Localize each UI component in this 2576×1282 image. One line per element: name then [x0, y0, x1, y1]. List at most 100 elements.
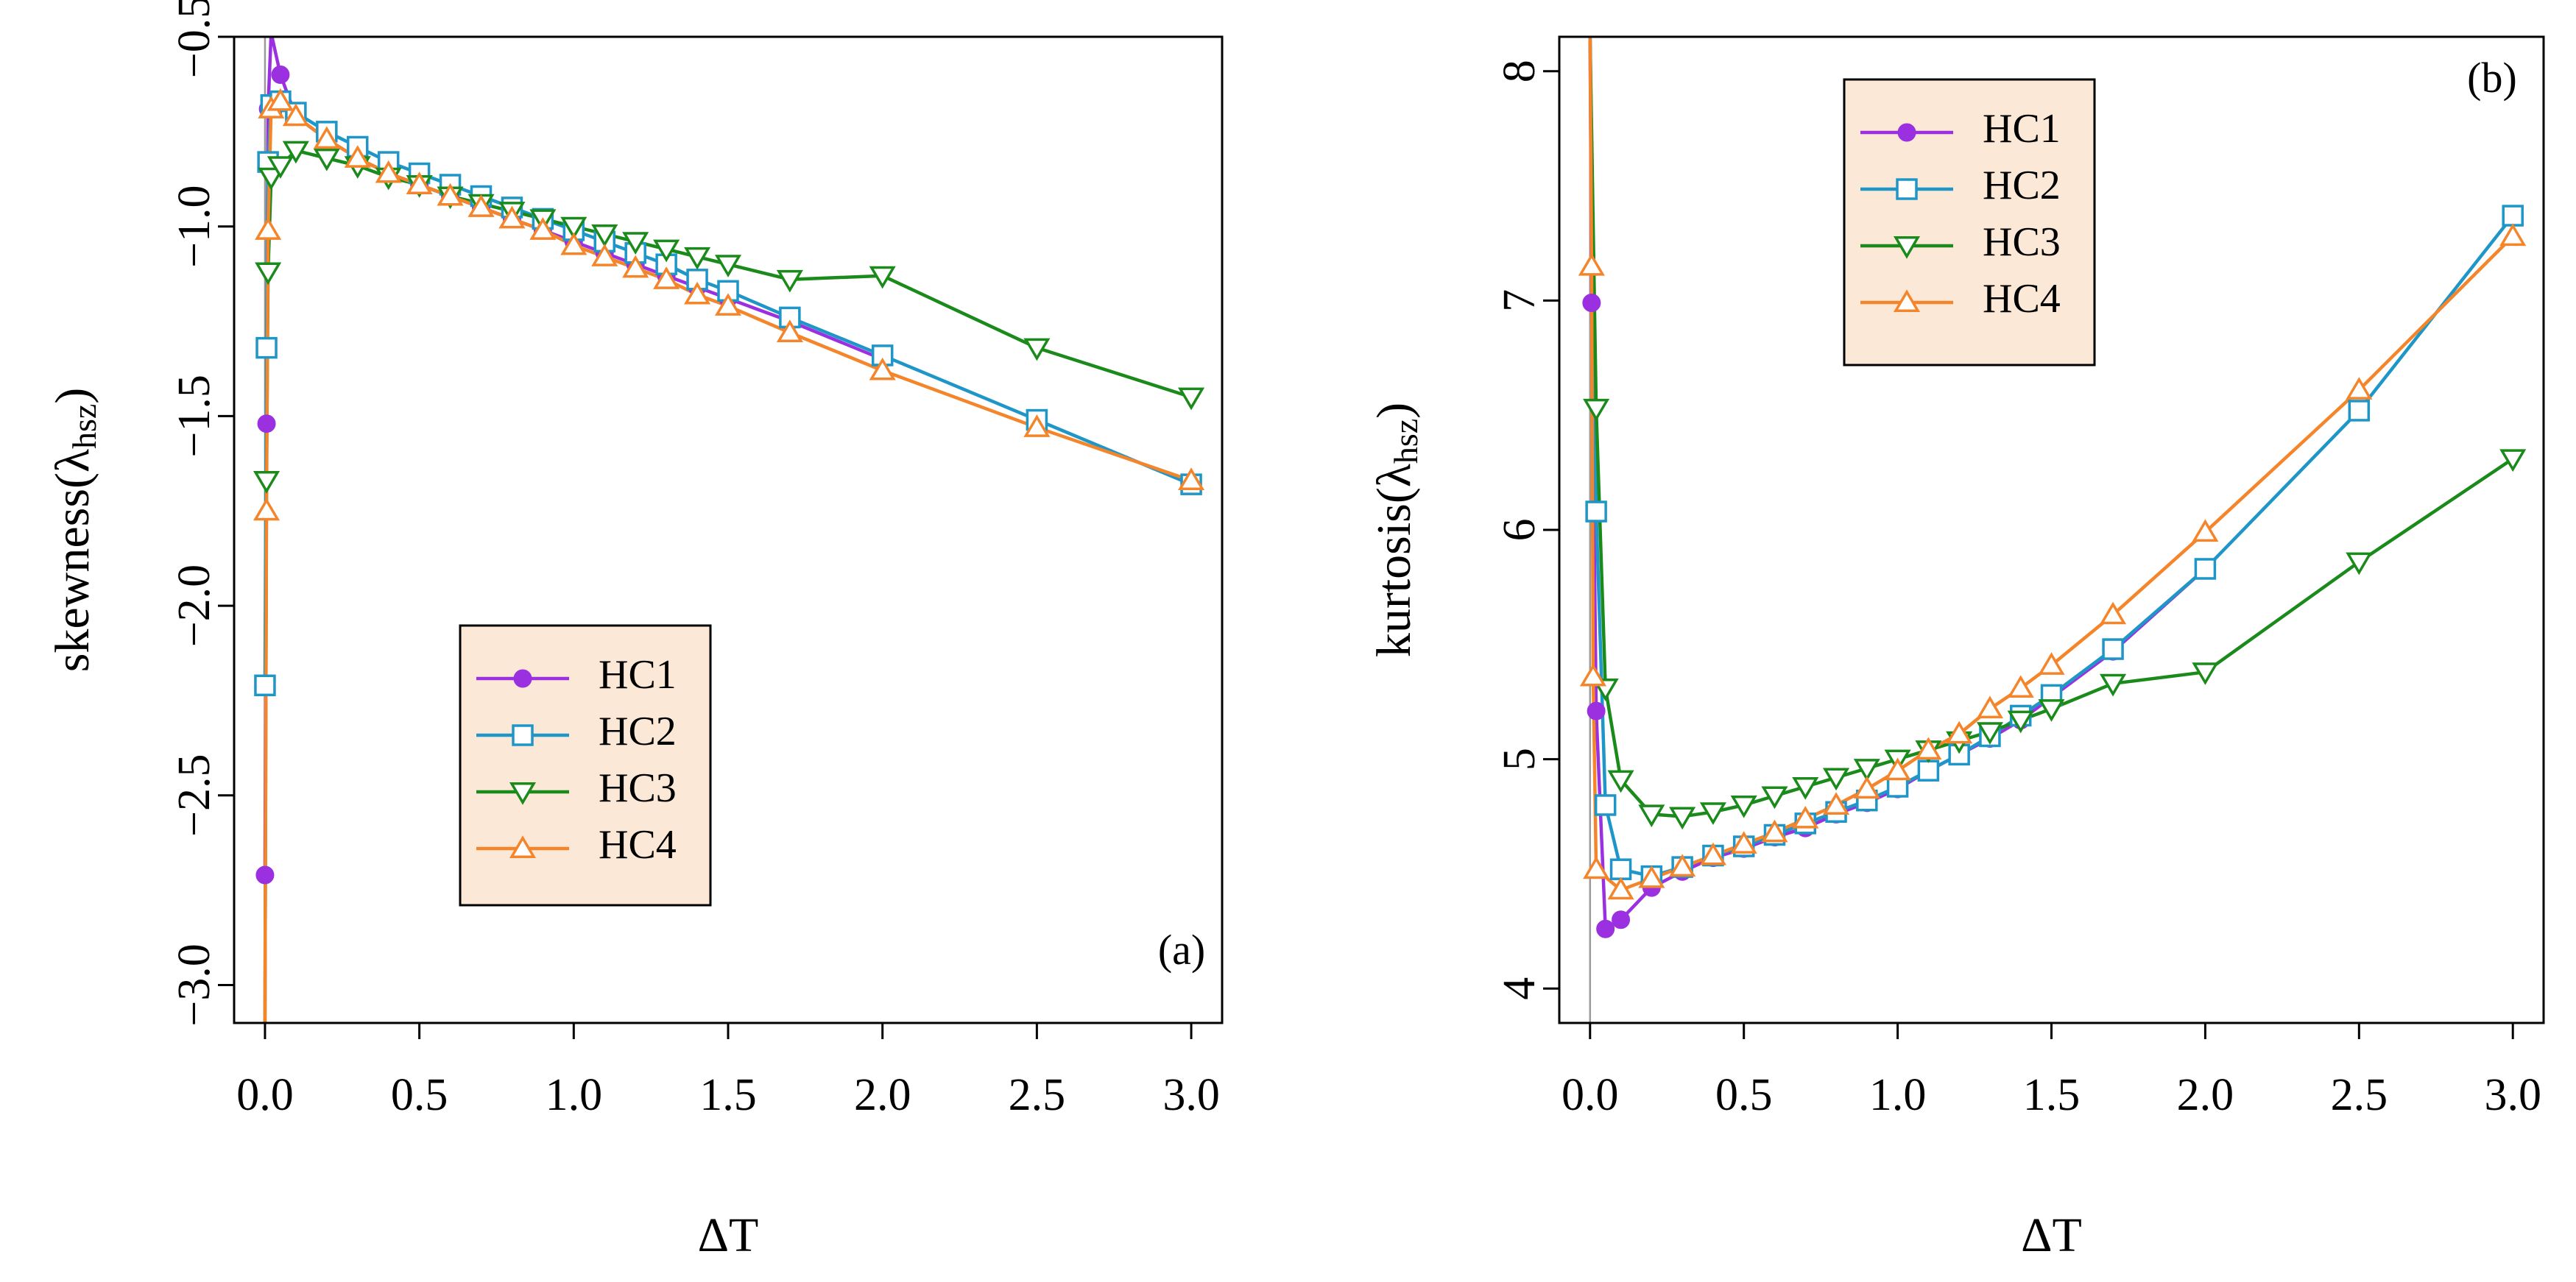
x-axis: 0.0 0.5 1.0 1.5 2.0 2.5 3.0: [236, 1023, 1220, 1120]
data-point: [653, 266, 680, 289]
legend-label: HC4: [599, 822, 677, 868]
legend-box: [459, 624, 712, 907]
data-point: [1583, 856, 1610, 879]
data-point: [498, 205, 526, 229]
data-point: [267, 156, 294, 179]
y-axis-title-main: kurtosis(λ: [1367, 464, 1421, 657]
y-tick-label: −2.5: [169, 754, 219, 837]
data-point: [2192, 519, 2219, 542]
legend-item-hc2: HC2: [476, 709, 677, 754]
x-tick-label: 1.5: [2023, 1070, 2081, 1120]
legend-marker: [509, 782, 537, 805]
data-point: [529, 217, 557, 240]
y-tick-label: 8: [1495, 60, 1545, 82]
data-point: [255, 336, 278, 359]
series-markers-hc4: [1578, 223, 2527, 900]
data-point: [1638, 865, 1665, 888]
legend-item-hc1: HC1: [476, 652, 677, 698]
series-markers-hc4: [253, 88, 1205, 521]
x-tick-label: 0.5: [1715, 1070, 1773, 1120]
legend: HC1 HC2 HC3 HC4: [1843, 78, 2096, 366]
y-tick-label: −2.0: [169, 564, 219, 647]
plot-area: [1578, 37, 2527, 938]
legend-label: HC4: [1983, 276, 2061, 322]
data-point: [271, 65, 290, 85]
data-point: [622, 255, 649, 278]
x-tick-label: 0.0: [1562, 1070, 1619, 1120]
data-point: [1612, 910, 1631, 929]
data-point: [1915, 737, 1942, 760]
data-point: [2499, 223, 2527, 247]
y-axis-title: kurtosis(λhsz): [1367, 403, 1424, 657]
data-point: [1583, 398, 1610, 422]
legend-item-hc1: HC1: [1860, 106, 2061, 152]
data-point: [1976, 695, 2003, 719]
legend-label: HC1: [1983, 106, 2061, 152]
legend-label: HC2: [1983, 163, 2061, 208]
data-point: [375, 160, 402, 183]
data-point: [1917, 759, 1940, 782]
data-point: [282, 141, 309, 164]
data-point: [1594, 794, 1617, 816]
x-tick-label: 0.0: [236, 1070, 294, 1120]
y-axis-title-close: ): [1367, 403, 1421, 419]
data-point: [313, 148, 340, 171]
data-point: [1638, 804, 1665, 828]
data-point: [714, 255, 742, 277]
legend-marker: [1896, 178, 1918, 200]
x-tick-label: 0.5: [391, 1070, 448, 1120]
data-point: [344, 145, 371, 168]
data-point: [2346, 552, 2373, 576]
data-point: [254, 674, 276, 697]
data-point: [1596, 919, 1615, 938]
series-markers-hc3: [253, 141, 1205, 494]
legend-marker: [1893, 236, 1921, 259]
data-point: [406, 171, 433, 194]
panel-skewness: 0.0 0.5 1.0 1.5 2.0 2.5 3.0ΔT−3.0−2.5−2.0−1.5−…: [46, 0, 1224, 1262]
data-point: [2007, 675, 2034, 698]
legend-marker: [1897, 123, 1916, 142]
x-tick-label: 3.0: [2484, 1070, 2541, 1120]
series-line-hc2: [263, 99, 1192, 686]
legend-item-hc4: HC4: [1860, 276, 2061, 322]
data-point: [2038, 652, 2065, 675]
data-point: [1699, 802, 1726, 826]
y-tick-label: −1.0: [169, 185, 219, 267]
x-tick-label: 1.0: [546, 1070, 603, 1120]
y-axis-title-subscript: hsz: [66, 404, 103, 449]
legend-box: [1843, 78, 2096, 366]
panel-label: (a): [1158, 926, 1205, 974]
y-tick-label: −0.5: [169, 0, 219, 78]
legend-marker: [512, 724, 534, 746]
data-point: [1699, 842, 1726, 865]
data-point: [1822, 792, 1850, 815]
x-tick-label: 2.0: [854, 1070, 911, 1120]
x-tick-label: 2.0: [2177, 1070, 2234, 1120]
data-point: [1023, 414, 1051, 437]
data-point: [267, 88, 294, 111]
data-point: [2502, 205, 2524, 227]
legend-item-hc3: HC3: [476, 765, 677, 811]
data-point: [2100, 673, 2127, 697]
y-axis: −3.0 −2.5 −2.0 −1.5 −1.0 −0.5: [169, 0, 234, 1027]
data-point: [1730, 831, 1757, 854]
x-tick-label: 1.5: [699, 1070, 757, 1120]
y-tick-label: 5: [1495, 748, 1545, 771]
data-point: [1582, 293, 1601, 312]
y-axis-title-main: skewness(λ: [46, 449, 99, 672]
data-point: [255, 262, 282, 286]
legend-label: HC1: [599, 652, 677, 698]
data-point: [776, 269, 803, 293]
legend-marker: [1893, 289, 1921, 312]
data-point: [1730, 795, 1757, 818]
legend-item-hc3: HC3: [1860, 219, 2061, 265]
y-tick-label: 7: [1495, 289, 1545, 312]
data-point: [1609, 858, 1632, 880]
plot-frame: [233, 35, 1224, 1024]
data-point: [1587, 701, 1606, 720]
plot-area: [253, 37, 1205, 1023]
y-axis-title: skewness(λhsz): [46, 388, 102, 673]
data-point: [591, 244, 618, 266]
y-axis-title-subscript: hsz: [1387, 419, 1425, 464]
y-tick-label: −3.0: [169, 943, 219, 1026]
